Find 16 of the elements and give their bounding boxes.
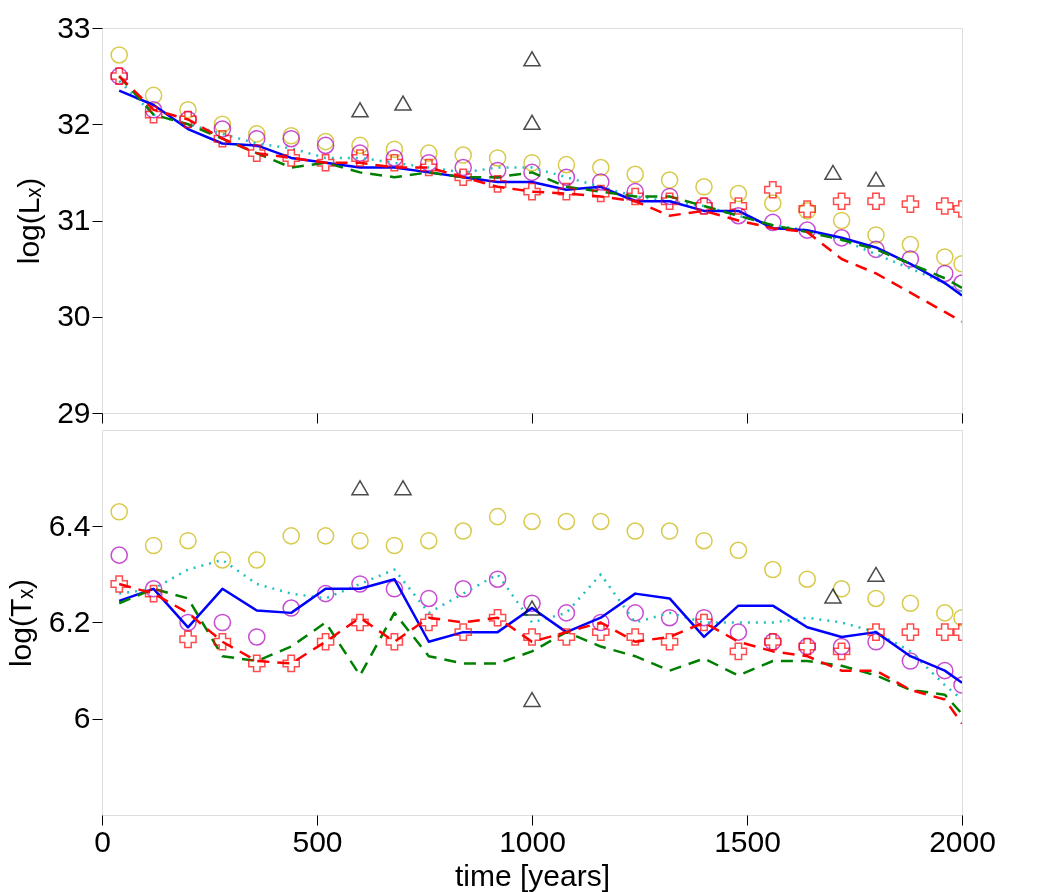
x-tick-label: 500: [292, 824, 343, 858]
y-axis-title: log(Tₓ): [3, 578, 37, 668]
x-tick-label: 2000: [929, 824, 996, 858]
x-tick-label: 1000: [499, 824, 566, 858]
x-tick-label: 1500: [714, 824, 781, 858]
x-tick-label: 0: [94, 824, 111, 858]
y-tick-label: 6.2: [48, 605, 91, 638]
y-tick-label: 6.4: [48, 508, 91, 542]
y-tick-label: 6: [73, 701, 91, 735]
y-tick-label: 29: [57, 395, 91, 429]
x-axis-title: time [years]: [454, 858, 611, 892]
y-tick-label: 33: [57, 10, 91, 44]
y-tick-label: 31: [57, 203, 91, 236]
y-tick-label: 30: [57, 299, 91, 333]
y-axis-title: log(Lₓ): [12, 177, 46, 265]
y-tick-label: 32: [57, 106, 91, 140]
